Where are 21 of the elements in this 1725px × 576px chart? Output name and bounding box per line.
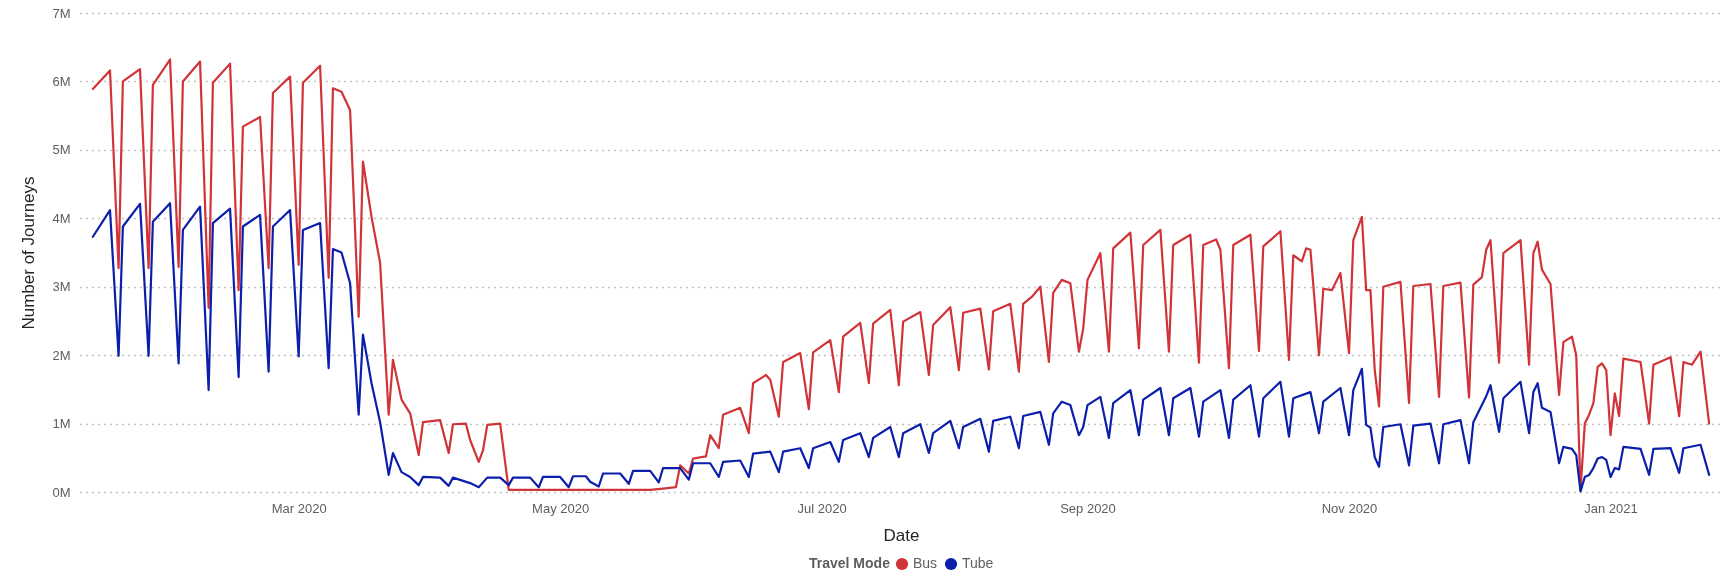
legend-label: Bus [913, 555, 938, 571]
x-tick-label: May 2020 [532, 500, 590, 516]
y-tick-label: 2M [52, 347, 71, 363]
y-tick-label: 1M [52, 416, 71, 432]
legend-label: Tube [962, 555, 994, 571]
x-tick-label: Jan 2021 [1584, 500, 1638, 516]
legend-title: Travel Mode [809, 555, 891, 571]
x-tick-label: Mar 2020 [271, 500, 327, 516]
y-tick-label: 4M [52, 210, 71, 226]
y-tick-label: 0M [52, 484, 71, 500]
x-tick-label: Sep 2020 [1060, 500, 1116, 516]
y-axis-title: Number of Journeys [19, 176, 39, 330]
x-tick-label: Jul 2020 [797, 500, 847, 516]
y-tick-label: 7M [52, 5, 71, 21]
x-axis-title: Date [883, 525, 920, 545]
y-tick-label: 3M [52, 279, 71, 295]
y-tick-label: 5M [52, 142, 71, 158]
y-tick-label: 6M [52, 73, 71, 89]
x-tick-label: Nov 2020 [1321, 500, 1378, 516]
line-series [91, 58, 1711, 492]
line-series [91, 202, 1711, 493]
